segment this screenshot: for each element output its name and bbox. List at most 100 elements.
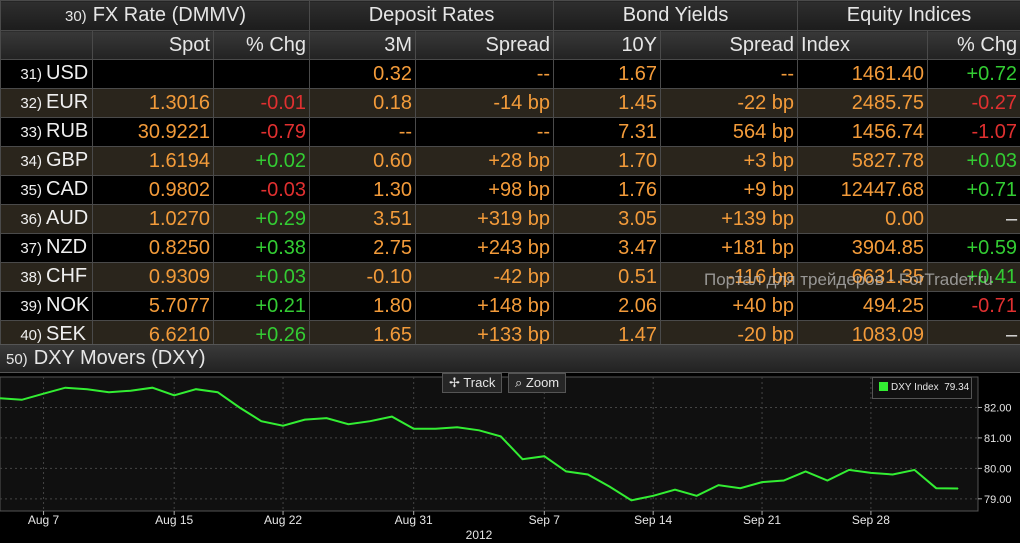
header-3m[interactable]: 3M bbox=[309, 30, 417, 60]
dxy-data-point bbox=[21, 399, 23, 401]
spot-change: -0.79 bbox=[212, 117, 311, 147]
header-spot-chg[interactable]: % Chg bbox=[212, 30, 311, 60]
deposit-spread: +98 bp bbox=[415, 175, 555, 205]
header-spot[interactable]: Spot bbox=[92, 30, 214, 60]
spot-value: 0.8250 bbox=[92, 233, 214, 263]
bond-spread: -116 bp bbox=[660, 262, 799, 292]
bond-10y: 7.31 bbox=[553, 117, 662, 147]
chart-panel-title: DXY Movers (DXY) bbox=[33, 347, 206, 369]
currency-rows: 31) USD 0.32 -- 1.67 -- 1461.40 +0.72 32) EUR 1.30… bbox=[0, 59, 1020, 350]
group-equity-indices: Equity Indices bbox=[797, 0, 1020, 31]
currency-code: EUR bbox=[46, 91, 89, 113]
dxy-data-point bbox=[108, 391, 110, 393]
table-row[interactable]: 37) NZD 0.8250 +0.38 2.75 +243 bp 3.47 +181 bp 3… bbox=[0, 233, 1020, 263]
dxy-data-point bbox=[957, 487, 959, 489]
table-row[interactable]: 36) AUD 1.0270 +0.29 3.51 +319 bp 3.05 +139 bp 0… bbox=[0, 204, 1020, 234]
table-row[interactable]: 33) RUB 30.9221 -0.79 -- -- 7.31 564 bp 1456.74-… bbox=[0, 117, 1020, 147]
spot-change: +0.03 bbox=[212, 262, 311, 292]
currency-label[interactable]: 39) NOK bbox=[0, 291, 93, 321]
dxy-data-point bbox=[478, 429, 480, 431]
table-row[interactable]: 38) CHF 0.9309 +0.03 -0.10 -42 bp 0.51 -116 bp 6… bbox=[0, 262, 1020, 292]
track-button[interactable]: ✢ Track bbox=[442, 373, 503, 393]
x-year-label: 2012 bbox=[466, 528, 493, 542]
currency-label[interactable]: 33) RUB bbox=[0, 117, 93, 147]
x-tick-label: Aug 22 bbox=[264, 513, 302, 527]
currency-label[interactable]: 32) EUR bbox=[0, 88, 93, 118]
x-tick-label: Aug 31 bbox=[395, 513, 433, 527]
index-value: 0.00 bbox=[797, 204, 929, 234]
dxy-data-point bbox=[369, 420, 371, 422]
spot-change bbox=[212, 59, 311, 89]
bond-spread: +181 bp bbox=[660, 233, 799, 263]
currency-code: NZD bbox=[46, 236, 88, 258]
index-value: 494.25 bbox=[797, 291, 929, 321]
currency-code: CHF bbox=[46, 265, 88, 287]
group-fx-rate[interactable]: 30) FX Rate (DMMV) bbox=[0, 0, 311, 31]
dxy-data-point bbox=[935, 487, 937, 489]
table-row[interactable]: 35) CAD 0.9802 -0.03 1.30 +98 bp 1.76 +9 bp 1244… bbox=[0, 175, 1020, 205]
dxy-data-point bbox=[43, 393, 45, 395]
dxy-data-point bbox=[347, 423, 349, 425]
currency-label[interactable]: 37) NZD bbox=[0, 233, 93, 263]
index-value: 3904.85 bbox=[797, 233, 929, 263]
group-fx-label: FX Rate (DMMV) bbox=[92, 3, 247, 26]
dxy-data-point bbox=[64, 387, 66, 389]
header-deposit-spread[interactable]: Spread bbox=[415, 30, 555, 60]
dxy-data-point bbox=[696, 495, 698, 497]
x-tick-label: Aug 7 bbox=[28, 513, 60, 527]
dxy-line-chart[interactable]: 82.00 81.00 80.00 79.00 Aug 7 Aug 15 Aug 22 Aug… bbox=[0, 373, 1020, 543]
x-tick-label: Sep 14 bbox=[634, 513, 672, 527]
dxy-data-point bbox=[587, 473, 589, 475]
currency-label[interactable]: 35) CAD bbox=[0, 175, 93, 205]
table-row[interactable]: 31) USD 0.32 -- 1.67 -- 1461.40 +0.72 bbox=[0, 59, 1020, 89]
dxy-data-point bbox=[652, 495, 654, 497]
dxy-data-point bbox=[326, 417, 328, 419]
currency-label[interactable]: 36) AUD bbox=[0, 204, 93, 234]
currency-label[interactable]: 31) USD bbox=[0, 59, 93, 89]
row-number: 34) bbox=[20, 153, 42, 170]
index-value: 12447.68 bbox=[797, 175, 929, 205]
index-value: 1461.40 bbox=[797, 59, 929, 89]
table-row[interactable]: 39) NOK 5.7077 +0.21 1.80 +148 bp 2.06 +40 bp 49… bbox=[0, 291, 1020, 321]
header-bond-spread[interactable]: Spread bbox=[660, 30, 799, 60]
chart-panel-header[interactable]: 50) DXY Movers (DXY) bbox=[0, 344, 1020, 373]
spot-value: 30.9221 bbox=[92, 117, 214, 147]
row-number: 36) bbox=[20, 211, 42, 228]
row-number: 33) bbox=[20, 124, 42, 141]
currency-label[interactable]: 34) GBP bbox=[0, 146, 93, 176]
zoom-button[interactable]: ⌕ Zoom bbox=[508, 373, 567, 393]
table-row[interactable]: 34) GBP 1.6194 +0.02 0.60 +28 bp 1.70 +3 bp 5827… bbox=[0, 146, 1020, 176]
legend-last-value: 79.34 bbox=[944, 382, 970, 393]
dxy-data-point bbox=[304, 419, 306, 421]
dxy-data-point bbox=[522, 458, 524, 460]
spot-change: -0.03 bbox=[212, 175, 311, 205]
bond-spread: -- bbox=[660, 59, 799, 89]
header-10y[interactable]: 10Y bbox=[553, 30, 662, 60]
spot-change: -0.01 bbox=[212, 88, 311, 118]
bond-spread: +40 bp bbox=[660, 291, 799, 321]
deposit-3m: -- bbox=[309, 117, 417, 147]
bond-10y: 0.51 bbox=[553, 262, 662, 292]
header-index-chg[interactable]: % Chg bbox=[927, 30, 1020, 60]
deposit-3m: 1.30 bbox=[309, 175, 417, 205]
index-change: +0.03 bbox=[927, 146, 1020, 176]
spot-value: 0.9802 bbox=[92, 175, 214, 205]
bond-spread: +3 bp bbox=[660, 146, 799, 176]
spot-change: +0.21 bbox=[212, 291, 311, 321]
header-index[interactable]: Index bbox=[797, 30, 929, 60]
deposit-spread: -- bbox=[415, 117, 555, 147]
dxy-data-point bbox=[500, 435, 502, 437]
table-row[interactable]: 32) EUR 1.3016 -0.01 0.18 -14 bp 1.45 -22 bp 248… bbox=[0, 88, 1020, 118]
currency-code: NOK bbox=[46, 294, 90, 316]
dxy-data-point bbox=[391, 416, 393, 418]
bond-10y: 1.67 bbox=[553, 59, 662, 89]
index-change: +0.71 bbox=[927, 175, 1020, 205]
dxy-data-point bbox=[434, 428, 436, 430]
currency-label[interactable]: 38) CHF bbox=[0, 262, 93, 292]
deposit-spread: +243 bp bbox=[415, 233, 555, 263]
dxy-data-point bbox=[151, 387, 153, 389]
index-value: 2485.75 bbox=[797, 88, 929, 118]
spot-change: +0.02 bbox=[212, 146, 311, 176]
deposit-3m: 0.32 bbox=[309, 59, 417, 89]
dxy-data-point bbox=[0, 397, 1, 399]
